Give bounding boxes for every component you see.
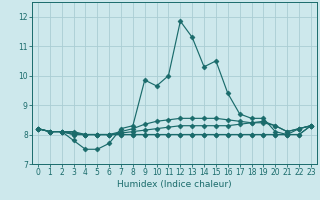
- X-axis label: Humidex (Indice chaleur): Humidex (Indice chaleur): [117, 180, 232, 189]
